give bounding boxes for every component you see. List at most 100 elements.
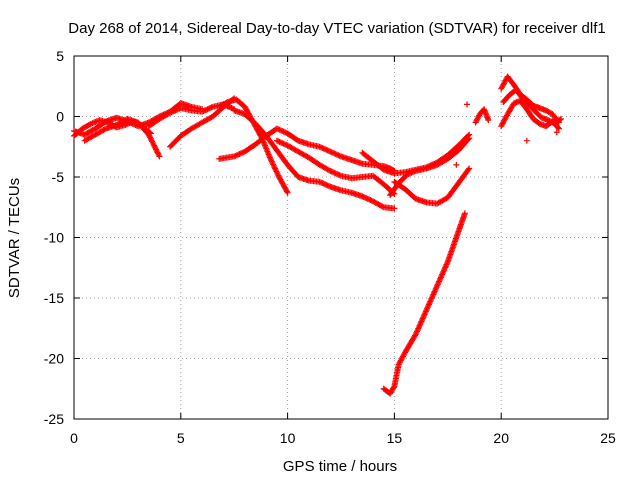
- data-point: [153, 147, 160, 154]
- data-point: [154, 149, 161, 156]
- data-point: [336, 152, 343, 159]
- x-tick-label: 5: [177, 430, 185, 446]
- data-point: [554, 124, 561, 131]
- data-point: [332, 151, 339, 158]
- data-point: [324, 147, 331, 154]
- data-point: [317, 179, 324, 186]
- data-point: [359, 193, 366, 200]
- data-point: [152, 145, 159, 152]
- data-point: [236, 151, 243, 158]
- outlier-point: [464, 101, 471, 108]
- data-point: [367, 196, 374, 203]
- data-point: [485, 117, 492, 124]
- data-point: [233, 152, 240, 159]
- data-point: [284, 189, 291, 196]
- data-point: [283, 141, 290, 148]
- data-point: [317, 144, 324, 151]
- data-point: [268, 158, 275, 165]
- data-point: [272, 167, 279, 174]
- data-point: [205, 105, 212, 112]
- data-point: [276, 126, 283, 133]
- data-point: [556, 116, 563, 123]
- y-tick-label: 0: [56, 109, 64, 125]
- data-point: [269, 160, 276, 167]
- data-point: [324, 182, 331, 189]
- data-point: [379, 203, 386, 210]
- data-point: [273, 168, 280, 175]
- y-tick-label: -10: [44, 230, 64, 246]
- data-point: [276, 138, 283, 145]
- data-point: [466, 165, 473, 172]
- outlier-point: [523, 137, 530, 144]
- data-point: [362, 194, 369, 201]
- data-point: [329, 149, 336, 156]
- data-point: [465, 166, 472, 173]
- data-point: [333, 170, 340, 177]
- data-point: [331, 150, 338, 157]
- data-point: [281, 129, 288, 136]
- x-tick-label: 10: [280, 430, 296, 446]
- data-point: [280, 140, 287, 147]
- data-point: [172, 107, 179, 114]
- data-point: [319, 144, 326, 151]
- data-point: [368, 197, 375, 204]
- axis-ticks: 0 5 10 15 20 25 5 0 -5 -10 -15 -20 -25: [44, 48, 616, 446]
- data-point: [391, 205, 398, 212]
- data-point: [316, 143, 323, 150]
- data-point: [328, 149, 335, 156]
- data-point: [331, 169, 338, 176]
- data-point: [325, 183, 332, 190]
- outlier-point: [553, 129, 560, 136]
- data-point: [333, 151, 340, 158]
- data-point: [203, 106, 210, 113]
- data-point: [227, 104, 234, 111]
- data-point: [465, 136, 472, 143]
- data-point: [319, 180, 326, 187]
- data-point: [280, 128, 287, 135]
- data-point: [239, 149, 246, 156]
- data-point: [173, 106, 180, 113]
- data-point: [321, 181, 328, 188]
- data-point: [267, 155, 274, 162]
- data-point: [325, 167, 332, 174]
- data-point: [155, 152, 162, 159]
- data-point: [273, 137, 280, 144]
- data-point: [150, 141, 157, 148]
- data-point: [148, 137, 155, 144]
- data-point: [151, 143, 158, 150]
- data-point: [275, 126, 282, 133]
- data-point: [327, 148, 334, 155]
- data-point: [151, 142, 158, 149]
- data-point: [145, 131, 152, 138]
- data-point: [277, 127, 284, 134]
- data-point: [156, 153, 163, 160]
- data-point: [275, 138, 282, 145]
- data-point: [201, 107, 208, 114]
- data-point: [360, 193, 367, 200]
- data-point: [363, 195, 370, 202]
- y-tick-label: -20: [44, 351, 64, 367]
- outlier-point: [453, 161, 460, 168]
- data-point: [279, 140, 286, 147]
- y-axis-label: SDTVAR / TECUs: [6, 178, 23, 298]
- data-point: [153, 146, 160, 153]
- data-point: [268, 157, 275, 164]
- data-point: [272, 165, 279, 172]
- x-tick-label: 25: [600, 430, 616, 446]
- data-point: [279, 128, 286, 135]
- data-point: [323, 181, 330, 188]
- grid-lines: [74, 56, 608, 419]
- data-point: [165, 110, 172, 117]
- data-point: [200, 108, 207, 115]
- data-point: [199, 108, 206, 115]
- chart-title: Day 268 of 2014, Sidereal Day-to-day VTE…: [68, 20, 605, 37]
- data-point: [328, 168, 335, 175]
- data-point: [275, 172, 282, 179]
- data-point: [461, 210, 468, 217]
- data-point: [335, 152, 342, 159]
- data-point: [208, 104, 215, 111]
- x-tick-label: 0: [70, 430, 78, 446]
- data-point: [274, 171, 281, 178]
- data-point: [146, 133, 153, 140]
